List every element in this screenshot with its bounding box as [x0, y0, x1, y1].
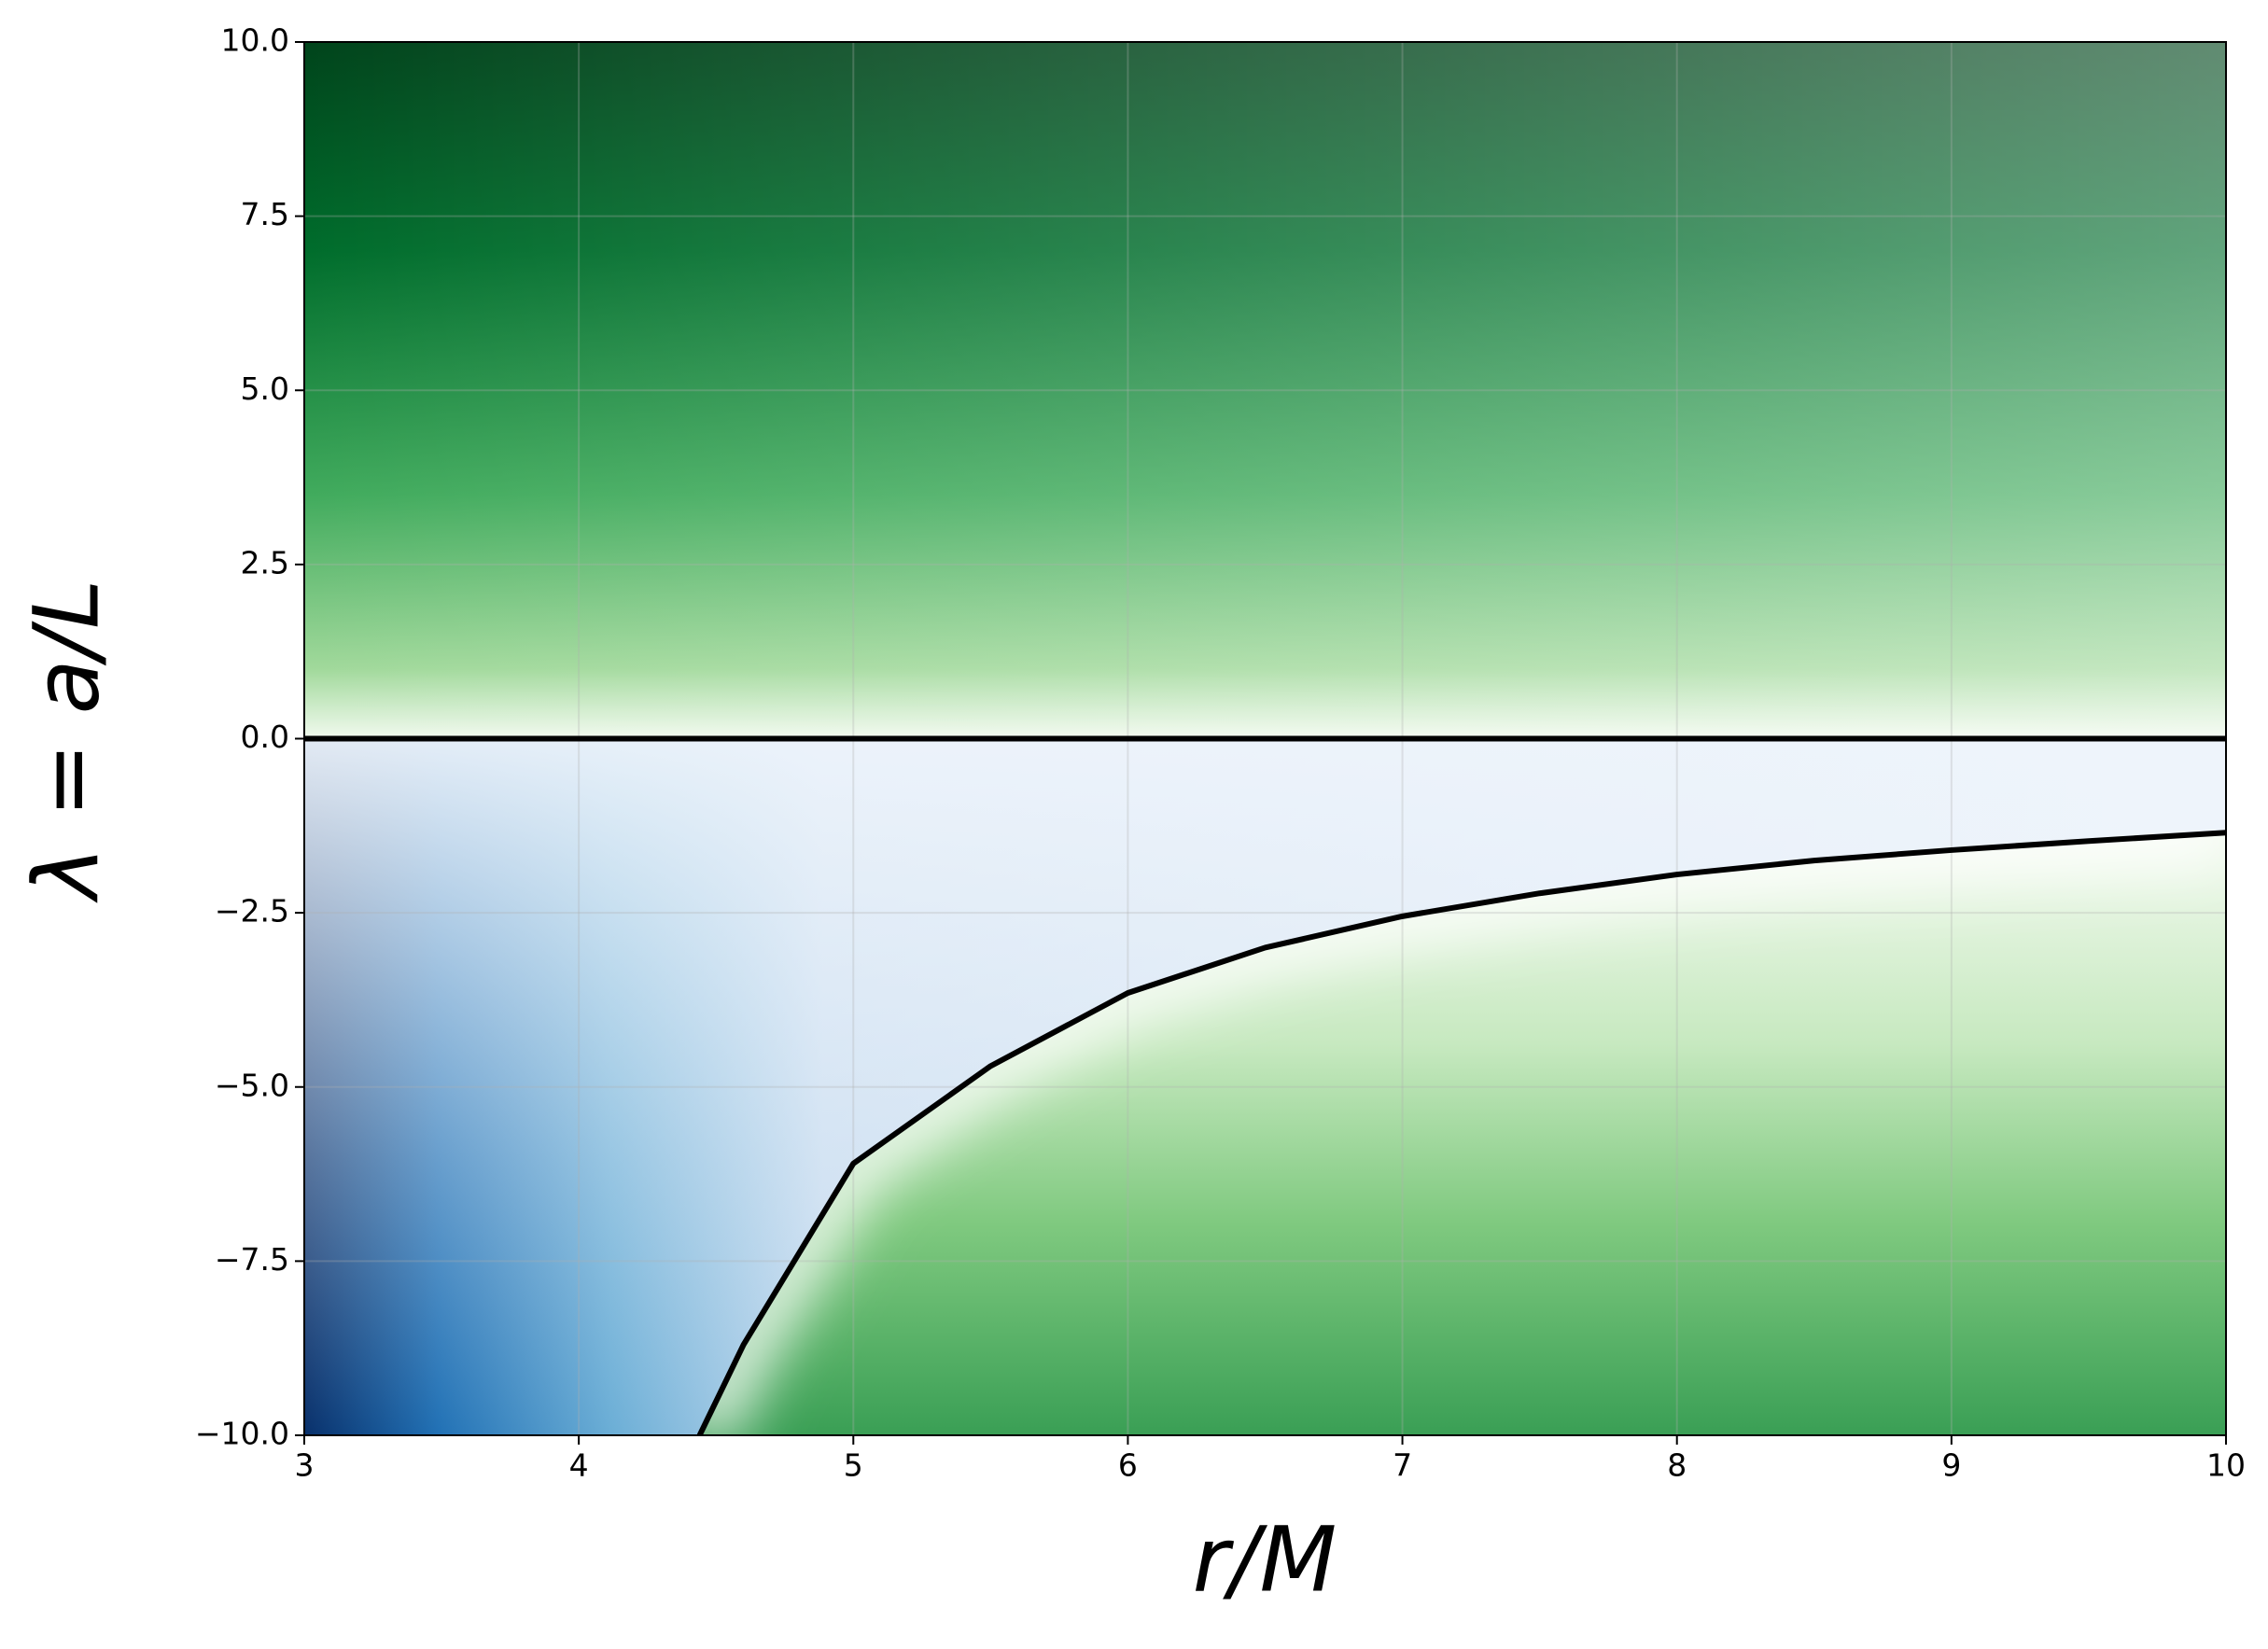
axes: 3 4 5 6 7 8 9 10 −10.0 −7.5 −5.0 −2.5 0.0 2.5 5.0 7.5 10… [195, 22, 2246, 1484]
y-tick-label: 5.0 [241, 370, 289, 407]
x-tick-label: 8 [1667, 1447, 1687, 1484]
x-tick-label: 10 [2206, 1447, 2246, 1484]
x-axis-label: r/M [1193, 1507, 1337, 1612]
x-tick-label: 4 [569, 1447, 589, 1484]
y-tick-label: −7.5 [215, 1241, 289, 1278]
y-tick-label: −2.5 [215, 893, 289, 929]
lines [304, 735, 2226, 1435]
region-fill [699, 832, 2226, 1435]
y-tick-label: 10.0 [221, 22, 289, 59]
x-tick-label: 6 [1118, 1447, 1138, 1484]
y-tick-label: −5.0 [215, 1067, 289, 1103]
x-tick-label: 5 [844, 1447, 863, 1484]
x-tick-label: 7 [1393, 1447, 1412, 1484]
upper-field-shade [304, 42, 2226, 739]
plot-frame [303, 41, 2227, 1436]
y-tick-label: 2.5 [241, 544, 289, 580]
y-tick-label: 7.5 [241, 196, 289, 232]
x-tick-label: 9 [1941, 1447, 1961, 1484]
data-line [696, 830, 2226, 1435]
x-tick-label: 3 [295, 1447, 315, 1484]
y-tick-label: 0.0 [241, 719, 289, 755]
y-tick-label: −10.0 [195, 1416, 289, 1452]
line-clip-group [696, 830, 2226, 1435]
y-axis-label: λ = a/L [14, 580, 119, 904]
